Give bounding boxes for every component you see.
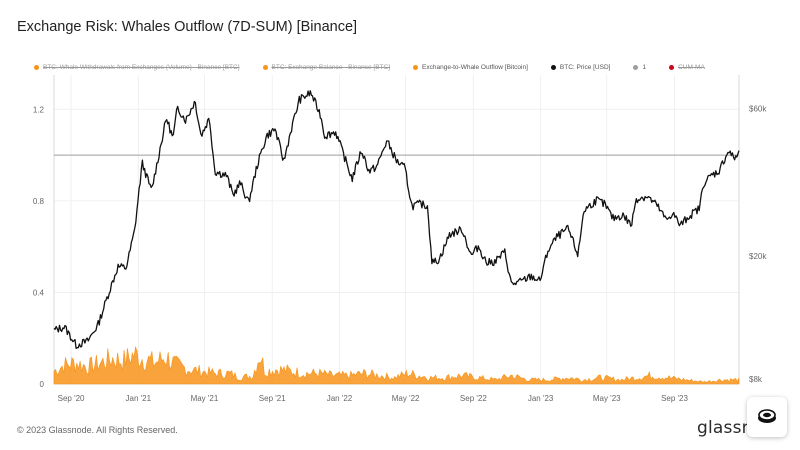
chart-title: Exchange Risk: Whales Outflow (7D-SUM) [… [17,19,358,35]
x-tick-label: Jan '21 [126,394,152,403]
x-tick-label: May '22 [392,394,420,403]
legend-label: Exchange-to-Whale Outflow [Bitcoin] [422,63,528,71]
legend-item[interactable]: Exchange-to-Whale Outflow [Bitcoin] [413,64,528,71]
legend-swatch [550,64,556,70]
legend-swatch [413,64,419,70]
btc-price-line [53,90,740,350]
glassnode-logo: glassnode [697,418,752,438]
x-tick-label: Sep '22 [460,394,487,403]
legend-label: CUM-MA [678,63,705,71]
x-tick-label: Sep '23 [661,394,688,403]
x-tick-label: Jan '22 [327,394,353,403]
y-left-tick-label: 0.8 [33,197,45,206]
legend-item[interactable]: BTC: Price [USD] [550,63,611,71]
chart-legend: BTC: Whale Withdrawals from Exchanges (V… [34,62,728,72]
x-tick-label: Sep '21 [259,394,286,403]
y-left-tick-label: 1.2 [33,105,45,114]
legend-item[interactable]: 1 [633,64,646,71]
legend-label: BTC: Price [USD] [559,63,611,71]
y-right-tick-label: $60k [749,105,767,114]
legend-swatch [669,64,675,70]
y-left-tick-label: 0 [40,380,45,389]
legend-label: BTC: Whale Withdrawals from Exchanges (V… [43,63,240,71]
x-tick-label: Jan '23 [528,394,554,403]
legend-swatch [262,64,268,70]
legend-label: BTC: Exchange Balance - Binance [BTC] [271,63,391,71]
x-tick-label: May '23 [593,394,621,403]
legend-item[interactable]: BTC: Whale Withdrawals from Exchanges (V… [34,64,240,71]
chat-widget-button[interactable] [747,397,787,437]
legend-item[interactable]: BTC: Exchange Balance - Binance [BTC] [262,63,391,71]
chat-bubble-icon [758,409,776,423]
legend-label: 1 [642,63,647,71]
y-left-tick-label: 0.4 [33,288,45,297]
outflow-area-series [53,345,740,385]
y-right-tick-label: $20k [749,252,767,261]
legend-swatch [34,64,39,70]
legend-swatch [633,64,639,70]
legend-item[interactable]: CUM-MA [669,64,705,71]
copyright-text: © 2023 Glassnode. All Rights Reserved. [17,425,178,435]
x-tick-label: Sep '20 [58,394,85,403]
y-right-tick-label: $8k [749,375,763,384]
x-tick-label: May '21 [191,394,219,403]
